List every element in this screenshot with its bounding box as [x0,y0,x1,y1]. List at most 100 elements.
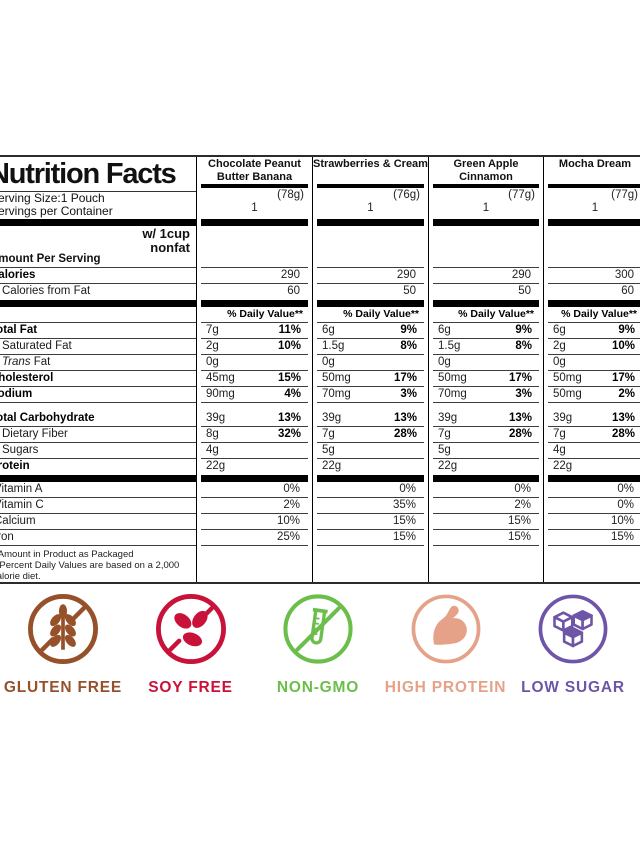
thick-divider-bar [201,475,308,482]
sodium-cell: 70mg 3% [433,387,539,403]
serving-weight: (77g) [508,189,535,201]
servings-count: 1 [482,202,490,214]
calories-value: 290 [317,268,424,284]
footnote-line2: **Percent Daily Values are based on a 2,… [0,560,180,582]
calories-from-fat-value: 50 [518,285,531,297]
cholesterol-cell: 45mg 15% [201,371,308,387]
sugars-label: Sugars [0,443,196,459]
total-carbohydrate-cell: 39g 13% [201,411,308,427]
calories-label: Calories [0,268,196,284]
badge-label: NON-GMO [276,679,360,696]
badge-label: GLUTEN FREE [3,679,123,696]
vitamin-c-value: 35% [317,498,424,514]
mid-block: w/ 1cup nonfat Amount Per Serving [0,226,196,268]
daily-value-header: % Daily Value** [548,307,640,323]
flavor-name-bar [317,184,424,188]
dietary-fiber-cell: 7g 28% [433,427,539,443]
badge-low-sugar: LOW SUGAR [510,592,636,697]
iron-value: 15% [433,530,539,546]
saturated-fat-cell: 2g 10% [201,339,308,355]
flavor-name-bar [433,184,539,188]
protein-cell: 22g [553,460,573,472]
daily-value-header-spacer [0,307,196,323]
row-gap [0,403,196,411]
total-fat-cell: 6g 9% [433,323,539,339]
thick-divider-bar [0,300,196,307]
amount-per-serving-label: Amount Per Serving [0,253,101,265]
servings-per-container-text: Servings per Container [0,204,113,218]
flavor-column-strawberries-cream: Strawberries & Cream (76g) 1 290 50 % Da… [312,157,428,582]
trans-fat-label: Trans Fat [0,355,196,371]
badge-soy-free: SOY FREE [128,592,254,697]
flavor-name: Green Apple Cinnamon [453,158,519,183]
calories-value: 290 [433,268,539,284]
dietary-fiber-cell: 7g 28% [317,427,424,443]
calcium-value: 10% [201,514,308,530]
trans-fat-cell: 0g [317,355,424,371]
sodium-cell: 90mg 4% [201,387,308,403]
servings-count: 1 [591,202,599,214]
thick-divider-bar [0,475,196,482]
calcium-value: 15% [433,514,539,530]
flexed-bicep-icon [409,592,483,666]
total-carbohydrate-cell: 39g 13% [433,411,539,427]
row-labels-column: Nutrition Facts Serving Size:1 Pouch Ser… [0,157,196,582]
calories-value: 300 [548,268,640,284]
protein-cell: 22g [438,460,458,472]
vitamin-c-value: 2% [433,498,539,514]
badge-gluten-free: GLUTEN FREE [0,592,126,697]
trans-fat-cell: 0g [548,355,640,371]
badge-non-gmo: NON-GMO [255,592,381,697]
servings-count: 1 [251,202,258,214]
trans-fat-cell: 0g [201,355,308,371]
servings-count: 1 [367,202,374,214]
dietary-fiber-cell: 7g 28% [548,427,640,443]
iron-value: 15% [317,530,424,546]
wheat-crossed-icon [26,592,100,666]
flavor-column-green-apple-cinnamon: Green Apple Cinnamon (77g) 1 290 50 % Da… [428,157,543,582]
flavor-column-chocolate-peanut-butter-banana: Chocolate Peanut Butter Banana (78g) 1 2… [196,157,312,582]
flavor-name-bar [201,184,308,188]
badge-label: SOY FREE [148,679,233,696]
sodium-cell: 70mg 3% [317,387,424,403]
flavor-name: Chocolate Peanut Butter Banana [208,158,301,183]
saturated-fat-label: Saturated Fat [0,339,196,355]
nutrition-facts-title: Nutrition Facts [0,157,196,192]
vitamin-a-value: 0% [317,482,424,498]
trans-fat-cell: 0g [433,355,539,371]
calories-from-fat-value: 60 [621,285,634,297]
total-fat-cell: 6g 9% [317,323,424,339]
calories-from-fat-value: 60 [287,285,300,297]
cholesterol-cell: 50mg 17% [433,371,539,387]
sodium-label: Sodium [0,387,196,403]
test-tube-crossed-icon [281,592,355,666]
cholesterol-cell: 50mg 17% [317,371,424,387]
dietary-fiber-label: Dietary Fiber [0,427,196,443]
flavor-name: Strawberries & Cream [313,158,428,170]
flavor-column-mocha-dream: Mocha Dream (77g) 1 300 60 % Daily Value… [543,157,640,582]
serving-weight: (76g) [393,189,420,201]
saturated-fat-cell: 1.5g 8% [433,339,539,355]
label-header: Nutrition Facts Serving Size:1 Pouch Ser… [0,157,196,219]
nutrition-facts-panel: Nutrition Facts Serving Size:1 Pouch Ser… [0,155,640,584]
vitamin-a-label: Vitamin A [0,482,196,498]
saturated-fat-cell: 1.5g 8% [317,339,424,355]
calcium-value: 15% [317,514,424,530]
saturated-fat-cell: 2g 10% [548,339,640,355]
vitamin-c-value: 2% [201,498,308,514]
sugars-cell: 4g [548,443,640,459]
sugars-cell: 5g [317,443,424,459]
badge-label: HIGH PROTEIN [384,679,507,696]
dietary-fiber-cell: 8g 32% [201,427,308,443]
badge-label: LOW SUGAR [521,679,625,696]
iron-value: 15% [548,530,640,546]
vitamin-a-value: 0% [548,482,640,498]
with-nonfat-note: w/ 1cup nonfat [142,227,190,254]
daily-value-header: % Daily Value** [201,307,308,323]
calcium-value: 10% [548,514,640,530]
daily-value-header: % Daily Value** [317,307,424,323]
serving-size-text: Serving Size:1 Pouch [0,191,105,205]
thick-divider-bar [0,219,196,226]
total-fat-label: Total Fat [0,323,196,339]
